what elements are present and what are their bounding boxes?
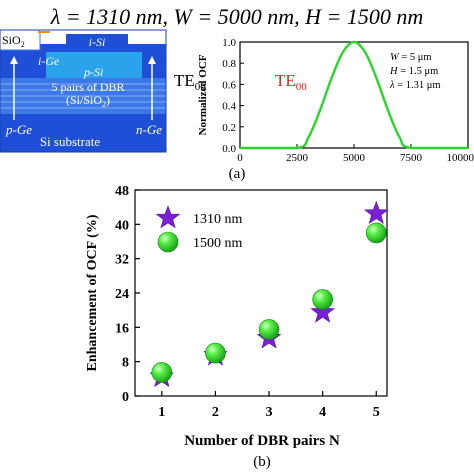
orange-contact [38, 31, 50, 33]
dbr-layers [0, 83, 166, 109]
n-ge-arrowhead [148, 56, 156, 64]
p-ge-label: p-Ge [5, 122, 32, 137]
chart-a-plot-area [239, 41, 469, 149]
chart-b-series [149, 200, 389, 388]
chart-b-legend-marker [157, 231, 179, 253]
isi-ridge [66, 34, 128, 50]
p-ge-arrowhead [10, 56, 18, 64]
substrate-label: Si substrate [40, 134, 101, 149]
chart-a-title: TE00 [275, 71, 307, 93]
chart-a-annotation: λ = 1.31 μm [389, 80, 441, 91]
chart-a-xtick-label: 0 [237, 152, 243, 164]
chart-a-y-axis: 0.0 0.2 0.4 0.6 0.8 1.0 [222, 37, 244, 155]
chart-b-plot-area [134, 189, 388, 397]
chart-a-series [240, 40, 468, 150]
chart-a-annotations: W = 5 μm H = 1.5 μm λ = 1.31 μm [389, 52, 441, 91]
chart-a-xtick-label: 10000 [447, 152, 474, 164]
chart-b-xtick-label: 3 [266, 405, 273, 420]
chart-b-legend-marker [155, 205, 181, 229]
chart-b-ytick-label: 24 [115, 287, 129, 302]
chart-a-xtick-label: 2500 [286, 152, 309, 164]
chart-b-point-1500 [365, 222, 387, 244]
chart-a-annotation: H = 1.5 μm [389, 66, 438, 77]
device-cross-section: SiO2 i-Si i-Ge p-Si 5 pairs of DBR (Si/S… [0, 29, 167, 153]
chart-a-ytick-label: 0.0 [222, 143, 236, 155]
chart-a-xtick-label: 7500 [400, 152, 423, 164]
chart-b-x-axis: 1 2 3 4 5 [158, 391, 380, 420]
sio2-label: SiO2 [2, 33, 25, 49]
chart-b-ytick-label: 0 [122, 390, 129, 405]
chart-a-ytick-label: 1.0 [222, 37, 236, 49]
chart-b-ytick-label: 32 [115, 253, 129, 268]
chart-a-annotation: W = 5 μm [390, 52, 432, 63]
dbr-label: 5 pairs of DBR [52, 80, 125, 94]
isi-label: i-Si [89, 35, 106, 49]
chart-b-ylabel: Enhancement of OCF (%) [85, 214, 100, 371]
chart-a-ytick-label: 0.8 [222, 58, 236, 70]
chart-a-xtick-label: 5000 [343, 152, 366, 164]
chart-b-point-1500 [258, 319, 280, 340]
chart-b-xtick-label: 5 [373, 405, 380, 420]
chart-b-y-axis: 0 8 16 24 32 40 48 [115, 184, 140, 405]
header-equation: λ = 1310 nm, W = 5000 nm, H = 1500 nm [50, 4, 423, 29]
chart-b-legend: 1310 nm 1500 nm [155, 205, 243, 253]
chart-b-point-1500 [151, 362, 173, 383]
chart-b-ytick-label: 40 [115, 218, 129, 233]
chart-a-ytick-label: 0.4 [222, 101, 236, 113]
device-frame [0, 29, 167, 153]
chart-a-ylabel: Normalized OCF [197, 54, 209, 135]
chart-b-xtick-label: 4 [319, 405, 326, 420]
chart-b-xlabel: Number of DBR pairs N [184, 433, 340, 449]
chart-b-point-1310 [310, 299, 335, 323]
chart-b-ytick-label: 48 [115, 184, 129, 199]
chart-a-x-axis: 0 2500 5000 7500 10000 [237, 144, 474, 164]
chart-a-series-line [240, 40, 468, 150]
n-ge-label: n-Ge [136, 122, 162, 137]
chart-a: 0.0 0.2 0.4 0.6 0.8 1.0 0 2500 5000 7500 10000 No… [197, 37, 474, 182]
chart-b-point-1500 [312, 289, 333, 310]
chart-a-caption: (a) [229, 166, 246, 182]
chart-b-legend-label: 1500 nm [193, 236, 243, 251]
chart-b-ytick-label: 8 [122, 356, 129, 371]
chart-b-point-1310 [364, 200, 389, 225]
mode-label: TE00 [174, 71, 206, 93]
chart-a-ytick-label: 0.2 [222, 122, 236, 134]
chart-b: 0 8 16 24 32 40 48 1 2 3 4 5 1310 nm 1500 nm Enhanc… [85, 184, 389, 470]
chart-b-xtick-label: 2 [212, 405, 219, 420]
chart-a-ytick-label: 0.6 [222, 79, 236, 91]
chart-b-ytick-label: 16 [115, 321, 129, 336]
chart-b-legend-label: 1310 nm [193, 212, 243, 227]
ige-label: i-Ge [38, 54, 60, 68]
ge-core [46, 52, 142, 78]
chart-b-point-1500 [205, 342, 226, 364]
chart-b-caption: (b) [253, 454, 271, 470]
dbr-material-label: (Si/SiO2) [66, 93, 110, 109]
psi-label: p-Si [83, 65, 103, 79]
chart-b-xtick-label: 1 [158, 405, 165, 420]
